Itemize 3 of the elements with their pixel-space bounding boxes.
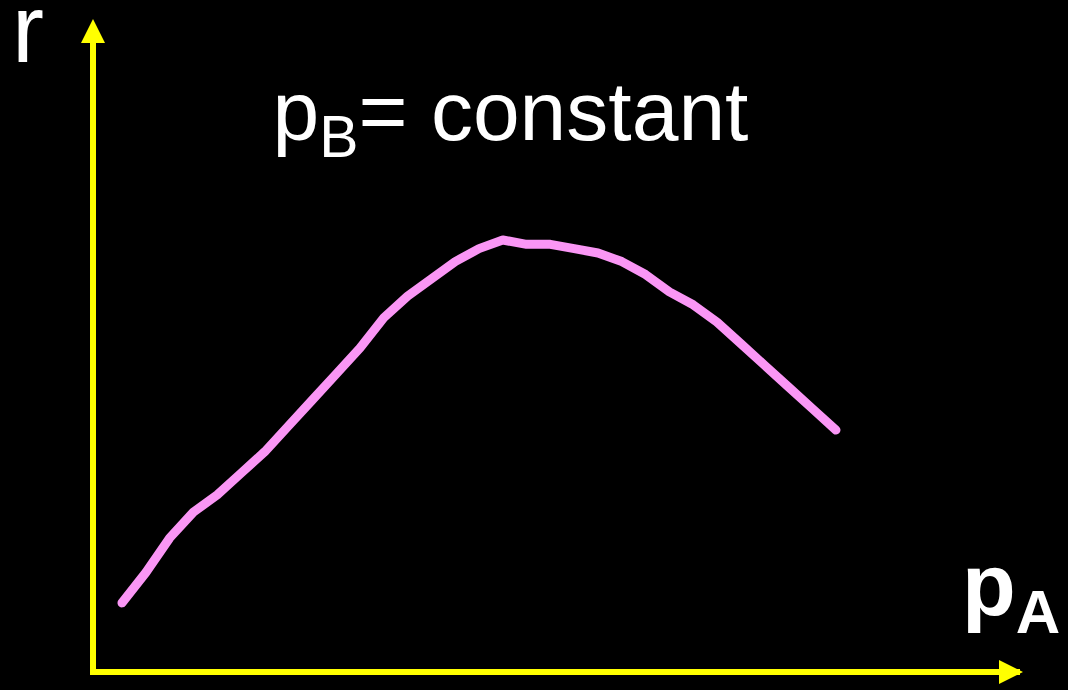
chart-title: p$_{B}$= constant — [272, 63, 749, 170]
x-axis-title: p$_{A}$ — [962, 535, 1061, 647]
y-axis-title: r — [12, 0, 44, 82]
